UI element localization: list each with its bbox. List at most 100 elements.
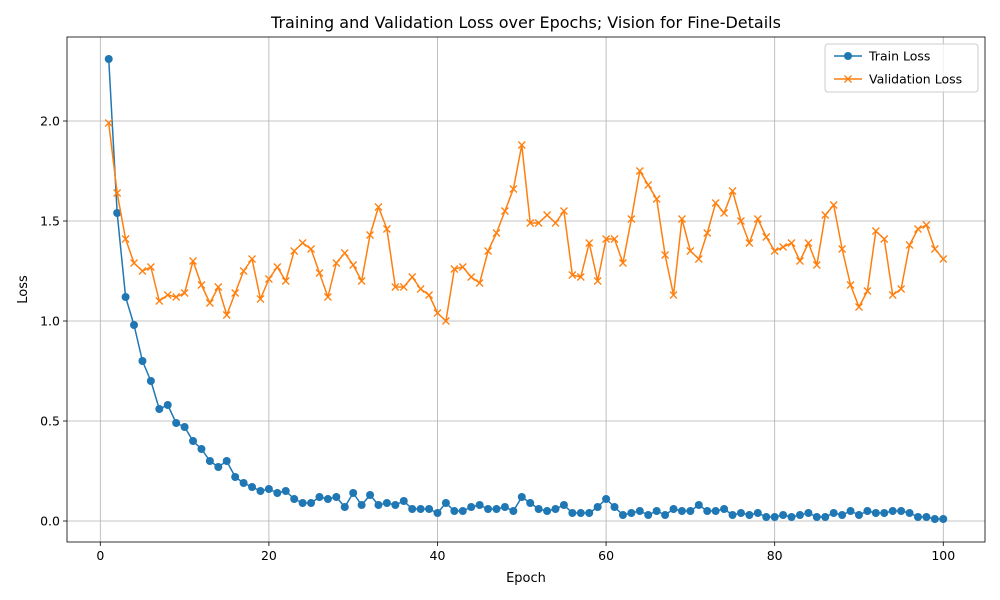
data-point	[576, 273, 585, 281]
data-point	[441, 317, 450, 325]
data-point	[770, 513, 779, 521]
data-point	[610, 235, 619, 243]
data-point	[779, 243, 788, 251]
data-point	[551, 505, 560, 513]
data-point	[214, 283, 223, 291]
data-point	[239, 267, 248, 275]
data-point	[467, 273, 476, 281]
data-point	[433, 309, 442, 317]
data-point	[214, 463, 223, 471]
data-point	[753, 509, 762, 517]
data-point	[694, 255, 703, 263]
data-point	[838, 511, 847, 519]
data-point	[450, 265, 459, 273]
data-point	[340, 503, 349, 511]
y-tick-label: 1.5	[40, 214, 60, 229]
data-point	[509, 507, 518, 515]
data-point	[433, 509, 442, 517]
data-point	[281, 487, 290, 495]
x-tick-label: 0	[96, 548, 104, 563]
data-point	[264, 275, 273, 283]
data-point	[913, 513, 922, 521]
data-point	[728, 187, 737, 195]
data-point	[104, 119, 113, 127]
data-point	[484, 247, 493, 255]
data-point	[559, 207, 568, 215]
x-tick-label: 80	[767, 548, 783, 563]
data-point	[298, 499, 307, 507]
data-point	[618, 259, 627, 267]
data-point	[922, 221, 931, 229]
series-validation-loss	[104, 119, 948, 325]
data-point	[711, 199, 720, 207]
data-point	[416, 285, 425, 293]
data-point	[559, 501, 568, 509]
data-point	[425, 505, 434, 513]
data-point	[509, 185, 518, 193]
data-point	[281, 277, 290, 285]
data-point	[113, 189, 122, 197]
data-point	[796, 257, 804, 265]
data-point	[745, 511, 754, 519]
data-point	[703, 507, 712, 515]
data-point	[450, 507, 459, 515]
series-line	[107, 122, 944, 322]
data-point	[357, 501, 366, 509]
data-point	[703, 229, 712, 237]
data-point	[399, 283, 408, 291]
data-point	[172, 419, 181, 427]
chart-title: Training and Validation Loss over Epochs…	[270, 13, 781, 32]
data-point	[357, 277, 366, 285]
data-point	[585, 239, 594, 247]
data-point	[189, 257, 197, 265]
x-tick-label: 20	[261, 548, 277, 563]
data-point	[273, 263, 282, 271]
data-point	[332, 493, 341, 501]
data-point	[163, 291, 172, 299]
data-point	[307, 245, 316, 253]
series-line	[107, 58, 944, 520]
data-point	[492, 505, 501, 513]
data-point	[804, 509, 813, 517]
data-point	[914, 225, 922, 233]
data-point	[635, 507, 644, 515]
data-point	[205, 299, 214, 307]
data-point	[880, 509, 889, 517]
data-point	[475, 279, 484, 287]
y-tick-label: 0.5	[40, 414, 60, 429]
y-tick-label: 2.0	[40, 114, 60, 129]
series-layer	[104, 55, 948, 523]
data-point	[812, 513, 821, 521]
data-point	[104, 55, 113, 63]
data-point	[838, 245, 847, 253]
tick-layer: 0 20 40 60 80 100 0.0 0.5 1.0 1.5 2.0	[40, 114, 955, 564]
legend-item: Train Loss	[834, 49, 930, 64]
data-point	[526, 499, 535, 507]
data-point	[458, 263, 467, 271]
data-point	[728, 511, 737, 519]
data-point	[829, 201, 838, 209]
data-point	[821, 211, 830, 219]
data-point	[146, 377, 155, 385]
data-point	[155, 405, 164, 413]
data-point	[374, 501, 383, 509]
data-point	[787, 513, 796, 521]
legend-marker	[844, 75, 852, 83]
data-point	[568, 271, 577, 279]
data-point	[500, 207, 509, 215]
data-point	[795, 511, 804, 519]
data-point	[416, 505, 425, 513]
data-point	[829, 509, 838, 517]
data-point	[163, 401, 172, 409]
data-point	[686, 247, 695, 255]
data-point	[113, 209, 122, 217]
data-point	[779, 511, 788, 519]
data-point	[399, 497, 408, 505]
data-point	[172, 293, 181, 301]
data-point	[787, 239, 796, 247]
legend-marker	[844, 52, 852, 60]
data-point	[222, 457, 231, 465]
data-point	[130, 259, 138, 267]
data-point	[661, 251, 670, 259]
